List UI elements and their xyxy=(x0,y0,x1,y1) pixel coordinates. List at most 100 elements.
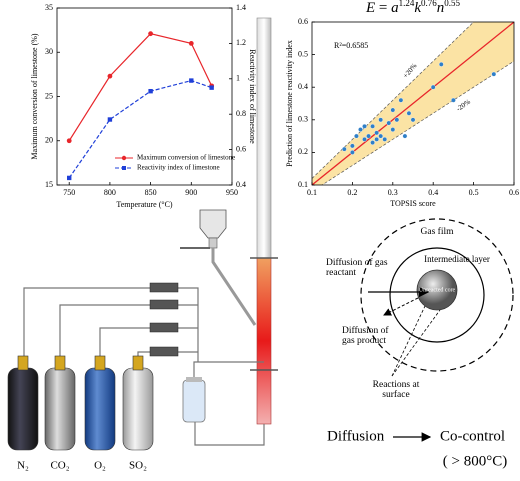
point xyxy=(491,71,497,77)
y-tick-label: 15 xyxy=(45,180,53,189)
core-diagram: Gas film Intermediate layer Unreacted co… xyxy=(326,218,514,469)
x-tick-label: 900 xyxy=(185,188,197,197)
point xyxy=(378,117,384,123)
y-tick-label: 35 xyxy=(45,3,53,12)
point xyxy=(107,73,113,79)
y-axis-label: Maximum conversion of limestone (%) xyxy=(30,33,39,160)
legend-marker xyxy=(121,155,127,161)
point xyxy=(386,120,392,126)
x-axis-label: TOPSIS score xyxy=(390,199,436,208)
gas-film: Gas film xyxy=(421,226,455,237)
point xyxy=(349,149,355,155)
band-edge xyxy=(312,22,514,185)
point xyxy=(398,97,404,103)
band-layer xyxy=(312,22,514,185)
x-tick-label: 0.6 xyxy=(509,188,519,197)
title-part: 1.24 xyxy=(399,0,415,8)
point xyxy=(438,61,444,67)
x-tick-label: 0.4 xyxy=(428,188,438,197)
chart-title: E = a1.24k0.76n0.55 xyxy=(365,0,461,16)
y2-tick-label: 1 xyxy=(236,74,240,83)
point xyxy=(148,31,154,37)
flow-cocontrol: Co-control xyxy=(440,428,505,444)
x-tick-label: 0.2 xyxy=(347,188,357,197)
reactant-label: Diffusion of gas reactant xyxy=(326,258,388,278)
flow-diffusion: Diffusion xyxy=(327,428,385,444)
intermediate-layer: Intermediate layer xyxy=(424,254,490,264)
x-tick-label: 750 xyxy=(63,188,75,197)
apparatus xyxy=(7,17,278,451)
point xyxy=(366,133,371,139)
legend-label: Reactivity index of limestone xyxy=(137,164,220,172)
point xyxy=(394,117,400,123)
point xyxy=(382,136,388,142)
y-tick-label: 25 xyxy=(45,91,53,100)
gas-label: N₂ xyxy=(17,460,29,472)
gas-label: O₂ xyxy=(94,460,106,472)
band-label: -20% xyxy=(455,98,472,113)
band-label: +20% xyxy=(402,62,419,80)
point xyxy=(67,175,72,181)
x-tick-label: 800 xyxy=(104,188,116,197)
y-tick-label: 0.2 xyxy=(298,147,308,156)
point xyxy=(188,41,194,46)
y-axis-label: Prediction of limestone reactivity index xyxy=(285,40,294,167)
point xyxy=(341,146,347,152)
title-part: 0.76 xyxy=(421,0,437,8)
point xyxy=(370,140,375,146)
point xyxy=(450,97,456,103)
y-tick-label: 20 xyxy=(45,136,53,145)
series-line xyxy=(68,33,213,142)
error-band xyxy=(312,22,514,185)
reactions-label: Reactions at surface xyxy=(372,380,420,400)
point xyxy=(374,130,380,136)
point xyxy=(410,117,416,123)
point xyxy=(402,133,408,139)
gas-label: CO₂ xyxy=(50,460,69,472)
y-tick-label: 0.5 xyxy=(298,49,308,58)
point xyxy=(349,143,355,149)
y2-tick-label: 0.8 xyxy=(236,109,246,118)
y-tick-label: 0.1 xyxy=(298,180,308,189)
y-tick-label: 0.6 xyxy=(298,17,308,26)
x-axis-label: Temperature (°C) xyxy=(116,200,173,209)
x-tick-label: 0.3 xyxy=(388,188,398,197)
point xyxy=(107,117,113,122)
y2-tick-label: 1.4 xyxy=(236,3,246,12)
fit-line xyxy=(312,22,514,185)
legend-marker xyxy=(122,166,126,170)
point xyxy=(390,127,396,132)
y-tick-label: 0.4 xyxy=(298,82,308,91)
point xyxy=(374,136,380,142)
core-label: Unreacted core xyxy=(419,287,456,293)
reactions-box: Reactions at surface xyxy=(372,380,420,400)
point xyxy=(209,85,214,90)
point xyxy=(406,110,412,116)
point xyxy=(430,84,436,90)
gas-label: SO₂ xyxy=(129,460,147,472)
title-part: E xyxy=(365,0,375,16)
point xyxy=(362,136,367,142)
annotation: R²=0.6585 xyxy=(334,41,368,50)
x-tick-label: 950 xyxy=(226,188,238,197)
title-part: = xyxy=(375,0,391,16)
point xyxy=(66,138,72,144)
point xyxy=(148,88,153,94)
point xyxy=(362,123,367,129)
point xyxy=(378,133,384,139)
y2-tick-label: 1.2 xyxy=(236,38,246,47)
y2-axis-label: Reactivity index of limestone xyxy=(248,49,257,144)
reactant-box: Diffusion of gas reactant xyxy=(326,258,388,278)
title-part: a xyxy=(391,0,399,16)
plot-frame xyxy=(311,21,515,186)
product-box: Diffusion of gas product xyxy=(342,326,389,346)
y2-tick-label: 0.6 xyxy=(236,144,246,153)
title-part: k xyxy=(414,0,421,16)
product-label: Diffusion of gas product xyxy=(342,326,389,346)
x-tick-label: 850 xyxy=(145,188,157,197)
flow-condition: ( > 800°C) xyxy=(443,453,507,469)
legend-label: Maximum conversion of limestone xyxy=(137,154,235,162)
y-tick-label: 0.3 xyxy=(298,115,308,124)
